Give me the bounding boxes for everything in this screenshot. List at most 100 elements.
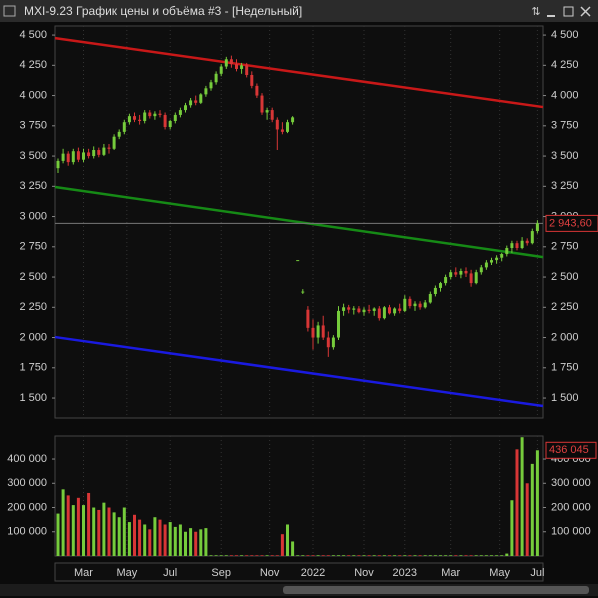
maximize-button[interactable] [563,6,574,17]
candle-body [459,271,463,275]
close-button[interactable] [580,6,591,17]
candle-body [490,260,493,263]
candle-body [515,243,519,249]
volume-bar [66,495,70,556]
volume-bar [505,553,509,556]
last-volume-label: 436 045 [549,444,589,456]
volume-tick-label: 200 000 [7,501,47,513]
volume-bar [122,507,126,556]
candle-body [469,273,473,284]
candle-body [500,254,504,258]
y-tick-label: 3 750 [551,120,579,132]
y-tick-label: 4 500 [19,29,47,41]
volume-bar [428,555,432,556]
volume-bar [484,555,488,556]
volume-bar [408,555,412,556]
trendline [54,36,544,109]
volume-bar [331,555,335,556]
window-icon [3,5,16,17]
volume-bar [377,555,381,556]
volume-bar [173,526,177,556]
candle-body [331,337,335,348]
candle-body [464,271,468,274]
volume-bar [347,555,351,556]
volume-bar [229,555,233,556]
y-tick-label: 1 500 [551,392,579,404]
candle-body [357,308,361,313]
volume-bar [469,555,473,556]
volume-bar [112,512,116,556]
trendline [54,185,544,259]
candle-body [260,95,264,113]
volume-bar [398,555,402,556]
candle-body [255,85,259,96]
candle-body [316,325,320,338]
candle-body [235,64,238,69]
volume-tick-label: 400 000 [7,453,47,465]
volume-bar [204,528,208,556]
candle-body [148,112,152,117]
volume-bar [393,555,397,556]
volume-bar [97,509,101,556]
volume-bar [138,519,142,556]
volume-bar [87,492,91,556]
candle-body [510,243,514,249]
candle-body [301,291,305,293]
volume-bar [479,555,483,556]
scrollbar-thumb[interactable] [283,586,589,594]
candle-body [377,308,381,319]
volume-bar [439,555,442,556]
candle-body [433,287,437,294]
y-tick-label: 3 250 [19,180,47,192]
volume-bar [433,555,437,556]
volume-bar [286,524,289,556]
candle-body [535,223,539,232]
volume-tick-label: 100 000 [7,526,47,538]
candle-body [454,272,458,275]
y-tick-label: 4 250 [551,59,579,71]
volume-bar [194,531,198,556]
volume-bar [189,528,193,556]
candle-body [143,112,147,121]
candle-body [326,337,330,348]
candle-body [418,303,422,308]
settings-button[interactable]: ⇅ [531,6,540,18]
volume-bar [102,502,106,556]
candle-body [66,153,70,163]
candle-body [87,152,91,157]
volume-bar [342,555,346,556]
volume-bar [306,555,310,556]
volume-bar [525,483,529,556]
volume-bar [495,555,499,556]
candle-body [71,151,75,163]
candle-body [525,240,529,244]
candle-body [133,116,136,120]
volume-bar [71,505,75,556]
candle-body [321,325,325,338]
volume-bar [245,555,249,556]
y-tick-label: 1 500 [19,392,47,404]
volume-bar [321,555,325,556]
candle-body [219,66,223,74]
candle-body [270,110,274,120]
candle-body [367,309,371,311]
x-tick-label: 2022 [301,567,325,579]
volume-tick-label: 200 000 [551,501,591,513]
candle-body [505,248,509,255]
y-tick-label: 2 750 [551,241,579,253]
x-tick-label: Sep [211,567,231,579]
x-tick-label: 2023 [393,567,417,579]
candle-body [178,110,182,115]
candle-body [382,307,386,319]
candle-body [479,267,483,273]
candle-body [76,151,80,160]
candle-body [352,308,356,310]
candle-body [362,309,366,313]
candle-body [56,160,60,169]
volume-bar [209,555,213,556]
candle-body [408,298,412,307]
y-tick-label: 2 750 [19,241,47,253]
candle-body [97,150,101,155]
candle-body [474,272,478,284]
